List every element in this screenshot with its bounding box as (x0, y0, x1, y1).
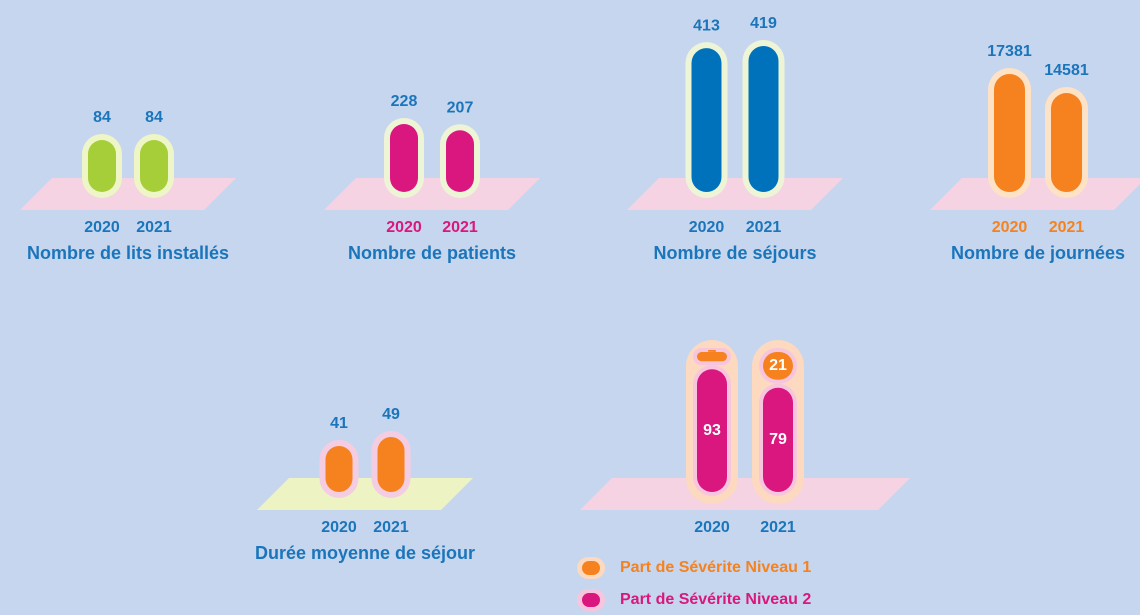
x-tick-label: 2021 (136, 219, 172, 236)
x-tick-label: 2020 (386, 219, 422, 236)
legend-label: Part de Sévérite Niveau 1 (620, 559, 811, 576)
value-label: 419 (750, 15, 777, 32)
segment (763, 387, 793, 492)
value-label: 21 (769, 357, 787, 374)
x-tick-label: 2021 (746, 219, 782, 236)
bar (140, 140, 168, 192)
value-label: 79 (769, 431, 787, 448)
value-label: 49 (382, 406, 400, 423)
chart-title: Nombre de séjours (653, 243, 816, 263)
x-tick-label: 2020 (321, 519, 357, 536)
platform (580, 478, 910, 510)
bar (325, 445, 353, 492)
chart-title: Nombre de journées (951, 243, 1125, 263)
bar (994, 74, 1025, 192)
x-tick-label: 2021 (760, 519, 796, 536)
value-label: 413 (693, 17, 720, 34)
legend-label: Part de Sévérite Niveau 2 (620, 591, 811, 608)
segment (763, 352, 793, 380)
legend-swatch (582, 593, 600, 607)
platform (324, 178, 540, 210)
platform (20, 178, 236, 210)
value-label: 93 (703, 422, 721, 439)
bar (1051, 93, 1082, 192)
x-tick-label: 2021 (442, 219, 478, 236)
value-label: 7 (708, 348, 717, 365)
platform (930, 178, 1140, 210)
legend-swatch (582, 561, 600, 575)
x-tick-label: 2020 (84, 219, 120, 236)
value-label: 14581 (1044, 62, 1089, 79)
x-tick-label: 2020 (689, 219, 725, 236)
chart-title: Nombre de patients (348, 243, 516, 263)
value-label: 84 (93, 109, 111, 126)
segment (697, 352, 727, 362)
bar (691, 48, 722, 192)
chart-title: Durée moyenne de séjour (255, 543, 475, 563)
value-label: 84 (145, 109, 163, 126)
x-tick-label: 2020 (694, 519, 730, 536)
bar (390, 124, 418, 192)
x-tick-label: 2021 (373, 519, 409, 536)
value-label: 207 (447, 99, 474, 116)
value-label: 41 (330, 415, 348, 432)
x-tick-label: 2020 (992, 219, 1028, 236)
platform (257, 478, 473, 510)
platform (627, 178, 843, 210)
bar (377, 437, 405, 492)
chart-title: Nombre de lits installés (27, 243, 229, 263)
value-label: 17381 (987, 43, 1032, 60)
bar (88, 140, 116, 192)
value-label: 228 (391, 93, 418, 110)
bar (446, 130, 474, 192)
bar (748, 46, 779, 192)
segment (697, 369, 727, 492)
x-tick-label: 2021 (1049, 219, 1085, 236)
